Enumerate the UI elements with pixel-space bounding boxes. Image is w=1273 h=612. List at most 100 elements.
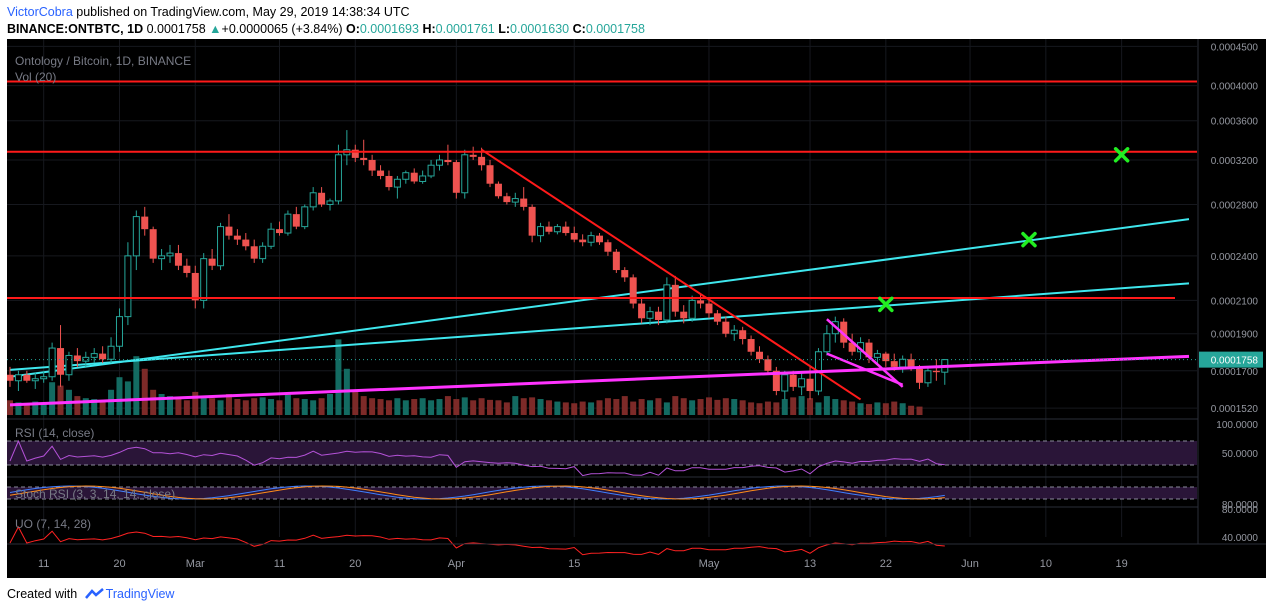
time-axis: 11 20 Mar 11 20 Apr 15 May 13 22 Jun 10 19 [7,543,1266,570]
volume-bar [588,402,595,415]
volume-bar [293,398,300,415]
high-value: 0.0001761 [435,22,495,36]
candle [924,366,932,387]
candle [57,325,65,387]
uo-tick-label: 80.0000 [1222,505,1259,516]
candle [848,333,856,356]
pair-legend: Ontology / Bitcoin, 1D, BINANCE [15,54,191,68]
volume-bar [32,401,39,415]
drawings [7,80,1197,407]
candle [275,221,283,236]
price-tick-label: 0.0003600 [1211,117,1259,128]
volume-bar [537,399,544,415]
volume-bar [40,402,47,415]
candle-body [360,157,368,160]
volume-bar [352,389,359,415]
candle-body [40,376,48,380]
last-price-tag [1199,351,1263,368]
stoch-d-line [9,485,945,500]
time-tick-label: 10 [1040,558,1052,570]
candle [730,325,738,341]
candle [747,335,755,356]
candle-body [511,198,519,203]
candle [503,192,511,205]
candle-body [217,226,225,267]
author-link[interactable]: VictorCobra [7,5,73,19]
low-label: L: [498,22,511,36]
candle [141,206,149,236]
candle [31,372,39,389]
candle-body [452,162,460,193]
candle-body [882,353,890,362]
uo-tick-label: 40.0000 [1222,533,1259,544]
candle [545,221,553,235]
candle-body [806,378,814,392]
volume-bar [259,397,266,415]
volume-bars [7,339,923,415]
candle-body [200,258,208,301]
candle [596,233,603,245]
candle [697,294,705,309]
candle-body [31,378,39,382]
candle-body [570,233,578,240]
candle [419,170,427,184]
candle [435,154,443,171]
time-tick-label: 22 [880,558,892,570]
volume-bar [175,398,182,415]
candle-body [208,258,216,266]
time-tick-label: May [699,558,720,570]
last-price: 0.0001758 [146,22,206,36]
candle [217,222,225,271]
candle-body [402,172,410,180]
candle [200,253,208,309]
candle-body [149,229,157,259]
time-tick-label: 20 [349,558,361,570]
volume-bar [714,399,721,415]
volume-bar [318,398,325,415]
volume-bar [840,400,847,415]
volume-bar [209,398,216,415]
open-value: 0.0001693 [359,22,419,36]
candle-body [890,361,898,367]
time-tick-label: 20 [113,558,125,570]
candle [654,306,662,326]
candle [166,244,174,263]
candle [351,144,359,163]
candle [427,159,435,179]
volume-bar [57,385,64,415]
volume-bar [91,399,98,415]
candle [604,239,612,256]
candle-body [579,239,587,243]
candle-body [99,353,107,360]
candle-body [435,159,443,166]
volume-bar [562,402,569,415]
candle-body [191,272,199,301]
chart-area[interactable]: 0.0004500 0.0004000 0.0003600 0.0003200 0.00… [6,39,1266,578]
tradingview-brand[interactable]: TradingView [105,587,175,601]
volume-bar [141,368,148,415]
target-x-marker-icon [1113,147,1130,163]
candle-body [444,159,452,163]
candle [393,175,401,199]
volume-bar [579,401,586,415]
candle [932,359,940,381]
chart-svg[interactable]: 0.0004500 0.0004000 0.0003600 0.0003200 0.00… [6,39,1266,578]
volume-bar [529,397,536,415]
candle-body [250,246,258,259]
candle [781,370,789,400]
candle [772,366,780,396]
candle-body [385,175,393,188]
marker-stroke [1021,231,1037,248]
volume-bar [899,403,906,415]
volume-bar [360,396,367,415]
volume-bar [663,402,670,415]
candle-body [284,213,292,234]
candle [882,351,890,367]
volume-bar [764,401,771,415]
open-label: O: [345,22,360,36]
candle [191,265,199,309]
candle-body [545,226,553,232]
candle-body [562,226,570,234]
candle-body [301,206,309,228]
candle [789,370,797,392]
